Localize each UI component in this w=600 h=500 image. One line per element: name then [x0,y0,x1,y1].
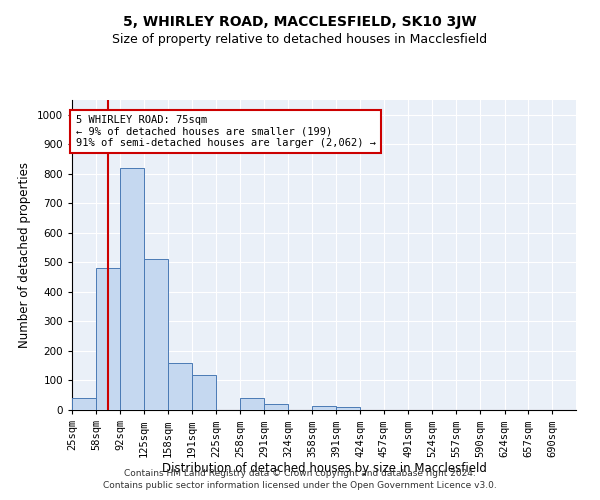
Y-axis label: Number of detached properties: Number of detached properties [18,162,31,348]
Bar [72,398,96,410]
Bar [313,406,336,410]
Text: Contains HM Land Registry data © Crown copyright and database right 2024.: Contains HM Land Registry data © Crown c… [124,468,476,477]
Bar [144,260,168,410]
Bar [264,404,288,410]
Bar [192,374,215,410]
Text: Contains public sector information licensed under the Open Government Licence v3: Contains public sector information licen… [103,481,497,490]
Text: 5 WHIRLEY ROAD: 75sqm
← 9% of detached houses are smaller (199)
91% of semi-deta: 5 WHIRLEY ROAD: 75sqm ← 9% of detached h… [76,115,376,148]
Text: 5, WHIRLEY ROAD, MACCLESFIELD, SK10 3JW: 5, WHIRLEY ROAD, MACCLESFIELD, SK10 3JW [123,15,477,29]
Bar [96,268,119,410]
X-axis label: Distribution of detached houses by size in Macclesfield: Distribution of detached houses by size … [161,462,487,475]
Bar [121,168,144,410]
Bar [240,398,264,410]
Bar [168,363,192,410]
Bar [336,407,360,410]
Text: Size of property relative to detached houses in Macclesfield: Size of property relative to detached ho… [112,32,488,46]
